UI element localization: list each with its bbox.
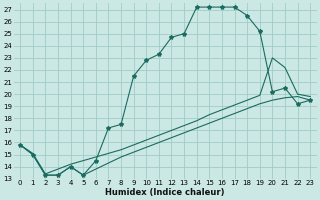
X-axis label: Humidex (Indice chaleur): Humidex (Indice chaleur)	[106, 188, 225, 197]
